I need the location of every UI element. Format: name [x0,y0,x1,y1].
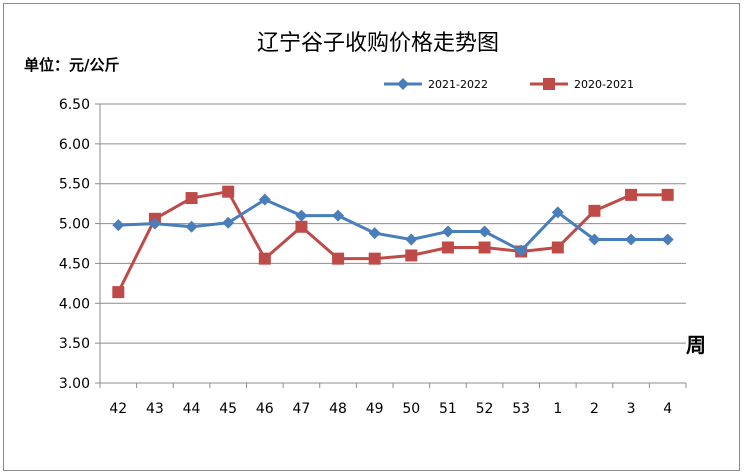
series-2021-2022 [112,193,674,257]
x-tick-label: 47 [293,401,311,417]
data-point [185,192,198,205]
data-point [222,216,235,229]
legend-label: 2020-2021 [574,78,634,91]
y-tick-label: 5.00 [59,217,90,233]
data-point [258,193,271,206]
legend-label: 2021-2022 [428,78,488,91]
series-line [116,190,668,293]
data-point [551,206,564,219]
data-point [148,217,161,230]
data-point [661,188,674,201]
x-tick-label: 52 [476,401,494,417]
x-tick-label: 1 [553,401,562,417]
data-point [368,227,381,240]
data-point [185,220,198,233]
y-tick-label: 4.00 [59,296,90,312]
series-line [118,198,668,253]
y-tick-label: 6.00 [59,137,90,153]
data-point [588,233,601,246]
x-tick-label: 50 [402,401,420,417]
data-point [112,286,125,299]
data-point [295,220,308,233]
data-point [332,209,345,222]
data-point [405,233,418,246]
x-tick-labels: 42 43 44 45 46 47 48 49 50 51 52 53 1 2 3 4 [109,401,672,417]
data-point [588,204,601,217]
data-point [625,188,638,201]
y-tick-label: 4.50 [59,256,90,272]
x-tick-label: 43 [146,401,164,417]
data-point [515,244,528,257]
legend: 2021-2022 2020-2021 [384,78,634,91]
data-point [112,219,125,232]
data-point [405,249,418,262]
series-group [112,185,674,299]
legend-item-2020-2021: 2020-2021 [530,78,634,91]
chart-title: 辽宁谷子收购价格走势图 [257,31,499,56]
x-tick-label: 49 [366,401,384,417]
data-point [332,252,345,265]
data-point [551,241,564,254]
data-point [295,209,308,222]
data-point [258,252,271,265]
legend-item-2021-2022: 2021-2022 [384,78,488,91]
y-tick-label: 6.50 [59,97,90,113]
series-2020-2021 [112,185,674,299]
data-point [368,252,381,265]
x-tick-label: 46 [256,401,274,417]
x-tick-label: 2 [590,401,599,417]
axes [95,103,687,388]
x-tick-label: 44 [183,401,201,417]
x-tick-label: 42 [109,401,127,417]
square-marker-icon [543,78,555,90]
diamond-marker-icon [397,78,409,90]
data-point [625,233,638,246]
data-point [478,241,491,254]
x-tick-label: 3 [627,401,636,417]
y-axis-unit-label: 单位：元/公斤 [24,56,119,74]
data-point [441,225,454,238]
x-tick-label: 4 [663,401,672,417]
grid-lines [100,103,686,344]
y-tick-labels: 3.00 3.50 4.00 4.50 5.00 5.50 6.00 6.50 [59,97,90,392]
data-point [478,225,491,238]
data-point [441,241,454,254]
y-tick-label: 3.50 [59,336,90,352]
y-tick-label: 3.00 [59,376,90,392]
chart-frame [3,3,740,471]
x-tick-label: 53 [512,401,530,417]
data-point [661,233,674,246]
y-tick-label: 5.50 [59,177,90,193]
x-axis-label: 周 [686,333,706,357]
x-tick-label: 45 [219,401,237,417]
x-tick-label: 48 [329,401,347,417]
x-tick-label: 51 [439,401,457,417]
data-point [222,185,235,198]
